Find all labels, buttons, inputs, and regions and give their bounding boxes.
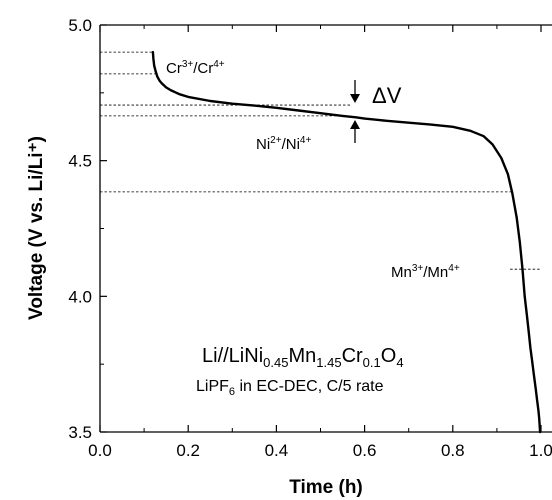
x-tick-label-3: 0.6 [353,441,377,460]
cell-title: Li//LiNi0.45Mn1.45Cr0.1O4 [202,345,404,370]
x-tick-label-2: 0.4 [265,441,289,460]
series-line-0 [151,50,542,434]
ni-couple-label: Ni2+/Ni4+ [256,135,311,153]
plot-frame [99,24,552,433]
x-tick-label-4: 0.8 [441,441,465,460]
x-tick-label-1: 0.2 [176,441,200,460]
x-axis-title: Time (h) [289,477,363,498]
delta-v-arrowhead-bottom [350,120,360,129]
cell-subtitle: LiPF6 in EC-DEC, C/5 rate [196,378,384,398]
cr-couple-label: Cr3+/Cr4+ [166,59,225,77]
series-layer [151,50,542,434]
y-tick-label-1: 4.0 [68,287,92,306]
delta-v-arrowhead-top [350,94,360,103]
reference-lines [100,51,541,270]
delta-v-marker [350,80,360,143]
y-tick-label-3: 5.0 [68,16,92,35]
delta-v-label: ΔV [372,83,402,108]
x-tick-label-5: 1.0 [529,441,552,460]
y-tick-label-2: 4.5 [68,152,92,171]
y-axis-title: Voltage (V vs. Li/Li⁺) [26,136,47,320]
x-tick-label-0: 0.0 [88,441,112,460]
tick-labels: 0.0 0.2 0.4 0.6 0.8 1.0 3.5 4.0 4.5 5.0 [68,16,552,460]
mn-couple-label: Mn3+/Mn4+ [391,263,460,281]
y-tick-label-0: 3.5 [68,423,92,442]
